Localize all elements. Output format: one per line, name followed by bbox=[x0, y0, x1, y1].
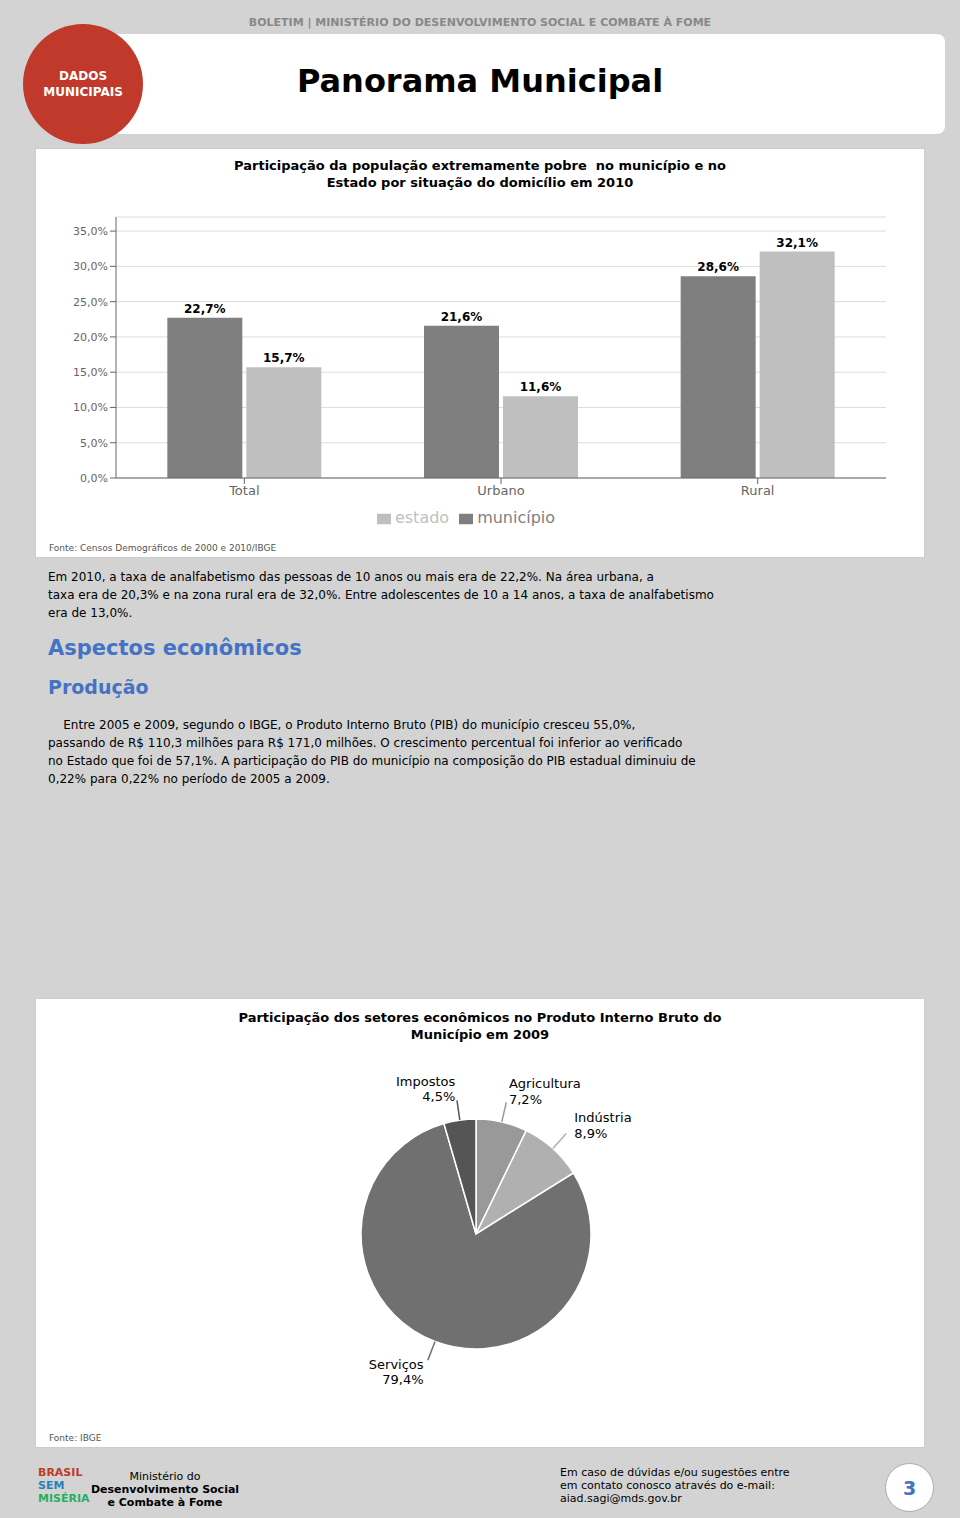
svg-text:Serviços79,4%: Serviços79,4% bbox=[369, 1357, 424, 1388]
html-text:Em caso de dúvidas e/ou sugest: Em caso de dúvidas e/ou sugestões entre … bbox=[560, 1466, 790, 1505]
html-text:MISÉRIA: MISÉRIA bbox=[38, 1492, 90, 1505]
html-text:SEM: SEM bbox=[38, 1479, 65, 1492]
html-text:Panorama Municipal: Panorama Municipal bbox=[296, 62, 664, 100]
html-text:Fonte: IBGE: Fonte: IBGE bbox=[49, 1433, 102, 1443]
svg-text:20,0%: 20,0% bbox=[73, 331, 108, 344]
svg-text:Total: Total bbox=[228, 483, 259, 498]
html-text:município: município bbox=[477, 508, 556, 527]
svg-text:15,7%: 15,7% bbox=[263, 351, 305, 365]
html-text:e Combate à Fome: e Combate à Fome bbox=[107, 1496, 223, 1509]
html-text:estado: estado bbox=[394, 508, 450, 527]
html-text:Entre 2005 e 2009, segundo o I: Entre 2005 e 2009, segundo o IBGE, o Pro… bbox=[48, 718, 696, 786]
svg-text:30,0%: 30,0% bbox=[73, 260, 108, 273]
svg-text:0,0%: 0,0% bbox=[80, 472, 108, 485]
svg-text:28,6%: 28,6% bbox=[697, 260, 739, 274]
svg-text:35,0%: 35,0% bbox=[73, 225, 108, 238]
svg-text:21,6%: 21,6% bbox=[441, 310, 483, 324]
svg-text:10,0%: 10,0% bbox=[73, 401, 108, 414]
svg-text:5,0%: 5,0% bbox=[80, 437, 108, 450]
html-text:Produção: Produção bbox=[48, 676, 149, 698]
svg-text:25,0%: 25,0% bbox=[73, 296, 108, 309]
svg-text:32,1%: 32,1% bbox=[776, 236, 818, 250]
html-text:Aspectos econômicos: Aspectos econômicos bbox=[48, 636, 302, 660]
html-text:Ministério do: Ministério do bbox=[129, 1470, 201, 1483]
html-text:DADOS MUNICIPAIS: DADOS MUNICIPAIS bbox=[43, 69, 123, 99]
svg-text:22,7%: 22,7% bbox=[184, 302, 226, 316]
html-text:Desenvolvimento Social: Desenvolvimento Social bbox=[90, 1483, 240, 1496]
svg-text:15,0%: 15,0% bbox=[73, 366, 108, 379]
html-text:Fonte: Censos Demográficos de: Fonte: Censos Demográficos de 2000 e 201… bbox=[49, 543, 277, 553]
svg-text:Agricultura7,2%: Agricultura7,2% bbox=[509, 1076, 581, 1107]
html-text:Participação da população extr: Participação da população extremamente p… bbox=[234, 158, 726, 190]
svg-text:Impostos4,5%: Impostos4,5% bbox=[396, 1074, 456, 1105]
svg-text:Urbano: Urbano bbox=[477, 483, 524, 498]
html-text:BOLETIM | MINISTÉRIO DO DESENV: BOLETIM | MINISTÉRIO DO DESENVOLVIMENTO … bbox=[248, 16, 712, 29]
svg-text:Indústria8,9%: Indústria8,9% bbox=[574, 1110, 631, 1141]
html-text:3: 3 bbox=[902, 1476, 917, 1499]
html-text:Participação dos setores econô: Participação dos setores econômicos no P… bbox=[238, 1010, 722, 1042]
svg-text:Rural: Rural bbox=[741, 483, 775, 498]
html-text:BRASIL: BRASIL bbox=[38, 1466, 83, 1479]
svg-text:11,6%: 11,6% bbox=[520, 380, 562, 394]
html-text:Em 2010, a taxa de analfabetis: Em 2010, a taxa de analfabetismo das pes… bbox=[48, 570, 714, 620]
